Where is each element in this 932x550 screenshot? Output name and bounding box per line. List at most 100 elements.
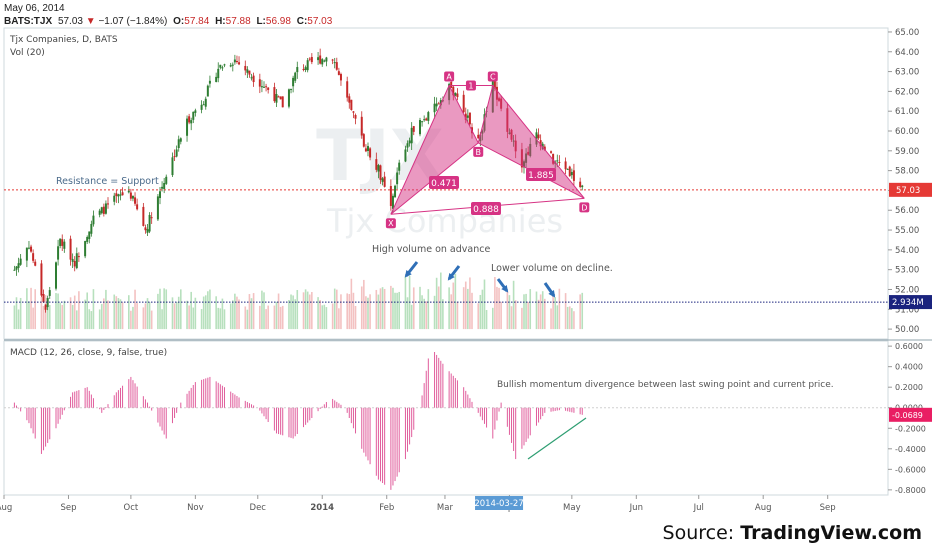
volume-bar [288, 299, 290, 330]
close-value: 57.03 [307, 16, 333, 27]
volume-bar [365, 296, 367, 330]
volume-bar [84, 299, 86, 330]
volume-bar [194, 297, 197, 330]
candle-body [570, 172, 573, 176]
high-value: 57.88 [225, 16, 251, 27]
watermark-name: Tjx Companies [326, 202, 563, 240]
candle-body [408, 140, 411, 144]
volume-bar [267, 305, 269, 330]
volume-bar [130, 310, 132, 330]
candle-body [246, 69, 249, 73]
volume-bar [392, 287, 394, 330]
volume-bar [404, 276, 407, 330]
ratio-bd: 1.885 [528, 171, 554, 181]
volume-bar [510, 306, 513, 330]
candle-body [398, 162, 401, 171]
pattern-point-c-badge [487, 71, 498, 82]
candle-body [221, 67, 224, 69]
volume-bar [350, 278, 353, 330]
volume-bar [396, 292, 398, 330]
ratio-ac: 1 [468, 81, 473, 90]
x-axis-tick: Sep [60, 503, 76, 513]
candle-body [263, 86, 265, 88]
volume-bar [319, 300, 321, 330]
volume-bar [223, 309, 226, 330]
volume-bar [304, 289, 307, 330]
candle-body [84, 241, 87, 257]
candle-body [556, 160, 559, 162]
volume-bar [263, 292, 265, 330]
volume-bar [177, 296, 180, 330]
candle-body [287, 89, 290, 107]
candle-body [202, 104, 205, 106]
candle-body [92, 215, 95, 225]
candle-body [107, 203, 109, 205]
volume-bar [259, 305, 261, 330]
ratio-xb: 0.471 [431, 179, 457, 189]
volume-bar [69, 297, 72, 330]
candle-body [159, 191, 161, 199]
candle-body [59, 238, 62, 246]
volume-bar [207, 291, 209, 330]
candle-body [146, 229, 149, 233]
volume-bar [217, 307, 220, 330]
date-label: May 06, 2014 [4, 3, 65, 14]
volume-bar [252, 293, 255, 330]
volume-bar [410, 304, 413, 330]
candle-body [252, 75, 255, 83]
pattern-point-a: A [446, 72, 452, 81]
candle-body [302, 68, 305, 70]
candle-body [379, 165, 382, 180]
candle-body [564, 161, 567, 170]
volume-bar [192, 307, 195, 330]
volume-bar [250, 298, 253, 330]
ratio-ac-badge [465, 80, 476, 91]
volume-bar [537, 299, 540, 330]
volume-bar [273, 305, 276, 330]
volume-value-label: 2.934M [892, 298, 924, 308]
candle-body [435, 103, 438, 107]
ratio-bd-badge [526, 168, 556, 181]
pattern-point-d: D [581, 203, 587, 212]
candle-body [572, 170, 575, 181]
symbol-label: BATS:TJX [4, 16, 53, 27]
source-prefix: Source: [662, 522, 741, 544]
volume-bar [494, 277, 496, 330]
volume-bar [336, 289, 338, 330]
arrow-icon-head [548, 290, 556, 298]
volume-bar [186, 300, 188, 330]
candle-body [260, 86, 263, 88]
candle-body [468, 112, 471, 125]
candle-body [156, 196, 159, 220]
pattern-point-b: B [475, 148, 481, 157]
change-label: −1.07 (−1.84%) [98, 16, 168, 27]
candle-body [175, 149, 178, 157]
volume-bar [232, 300, 234, 330]
candle-body [381, 178, 384, 182]
candle-body [454, 92, 457, 96]
volume-bar [535, 291, 538, 330]
volume-bar [86, 292, 88, 330]
volume-bar [579, 294, 581, 330]
volume-bar [556, 305, 559, 330]
volume-bar [452, 282, 455, 330]
volume-bar [571, 308, 573, 330]
candle-body [466, 115, 469, 118]
volume-bar [360, 286, 363, 330]
volume-bar [437, 286, 440, 330]
volume-bar [352, 292, 355, 330]
price-axis-tick: 53.00 [895, 266, 919, 276]
open-label: O: [173, 16, 185, 27]
macd-axis-tick: 0.6000 [895, 342, 923, 351]
annotation-high-volume: High volume on advance [372, 244, 490, 255]
ratio-xd-badge [471, 202, 501, 215]
candle-body [102, 206, 105, 214]
volume-bar [379, 288, 382, 330]
candle-body [267, 87, 270, 90]
volume-bar [26, 288, 28, 330]
volume-bar [377, 294, 380, 330]
volume-bar [292, 295, 294, 330]
volume-bar [173, 303, 176, 330]
annotation-lower-volume: Lower volume on decline. [491, 263, 613, 274]
volume-bar [219, 308, 222, 330]
